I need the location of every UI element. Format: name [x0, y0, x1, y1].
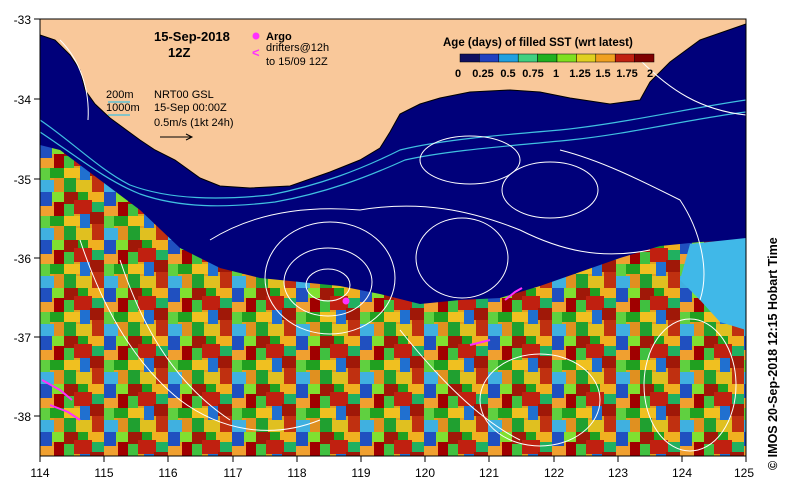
isobath-label-1000m: 1000m [106, 102, 140, 114]
x-tick-label: 119 [351, 466, 370, 480]
y-tick-label: -33 [14, 13, 32, 27]
y-tick-label: -34 [14, 93, 32, 107]
y-tick-label: -35 [14, 173, 32, 187]
x-tick-label: 115 [94, 466, 113, 480]
y-tick-label: -38 [14, 410, 32, 424]
colorbar-tick-label: 0.5 [500, 68, 515, 80]
colorbar-tick-label: 1.75 [616, 68, 637, 80]
drifter-legend-icon: < [252, 45, 260, 60]
colorbar-tick-label: 0.25 [472, 68, 493, 80]
x-tick-label: 125 [734, 466, 754, 480]
x-tick-label: 123 [608, 466, 628, 480]
isobath-1000m [40, 111, 746, 207]
drifter-tracks [41, 287, 523, 421]
colorbar-tick-label: 1.5 [595, 68, 610, 80]
colorbar-tick-labels: 0 0.25 0.5 0.75 1 1.25 1.5 1.75 2 [455, 68, 653, 80]
isobath-label-200m: 200m [106, 89, 134, 101]
colorbar-tick-label: 0 [455, 68, 461, 80]
y-tick-label: -37 [14, 331, 32, 345]
argo-legend-label: Argo [266, 31, 292, 43]
argo-float-marker [342, 297, 350, 305]
x-tick-label: 116 [158, 466, 177, 480]
colorbar-tick-label: 1.25 [569, 68, 590, 80]
axis-ticks [34, 18, 747, 462]
imos-credit: © IMOS 20-Sep-2018 12:15 Hobart Time [766, 237, 780, 470]
colorbar [459, 53, 655, 63]
y-tick-label: -36 [14, 252, 32, 266]
x-tick-label: 120 [415, 466, 435, 480]
y-axis-labels: -33 -34 -35 -36 -37 -38 [14, 13, 32, 424]
colorbar-tick-label: 2 [647, 68, 653, 80]
colorbar-tick-label: 0.75 [522, 68, 543, 80]
velocity-scale-arrow [160, 133, 194, 141]
x-tick-label: 118 [287, 466, 306, 480]
colorbar-title: Age (days) of filled SST (wrt latest) [443, 37, 633, 49]
argo-legend-icon [252, 32, 260, 40]
gsl-time-label: 15-Sep 00:00Z [154, 102, 227, 114]
gsl-source-label: NRT00 GSL [154, 89, 214, 101]
colorbar-tick-label: 1 [553, 68, 559, 80]
drifter-legend-label-2: to 15/09 12Z [266, 56, 328, 68]
velocity-scale-label: 0.5m/s (1kt 24h) [154, 117, 233, 129]
x-tick-label: 117 [223, 466, 242, 480]
x-tick-label: 121 [479, 466, 499, 480]
map-frame [39, 18, 747, 457]
date-title: 15-Sep-2018 [154, 29, 230, 44]
x-axis-labels: 114 115 116 117 118 119 120 121 122 123 … [30, 466, 754, 480]
ssh-contours [59, 39, 746, 452]
x-tick-label: 114 [30, 466, 49, 480]
x-tick-label: 122 [544, 466, 564, 480]
drifter-legend-label-1: drifters@12h [266, 42, 329, 54]
time-title: 12Z [168, 45, 190, 60]
fresh-sst-region [680, 238, 746, 330]
isobath-200m [40, 99, 746, 199]
x-tick-label: 124 [672, 466, 692, 480]
